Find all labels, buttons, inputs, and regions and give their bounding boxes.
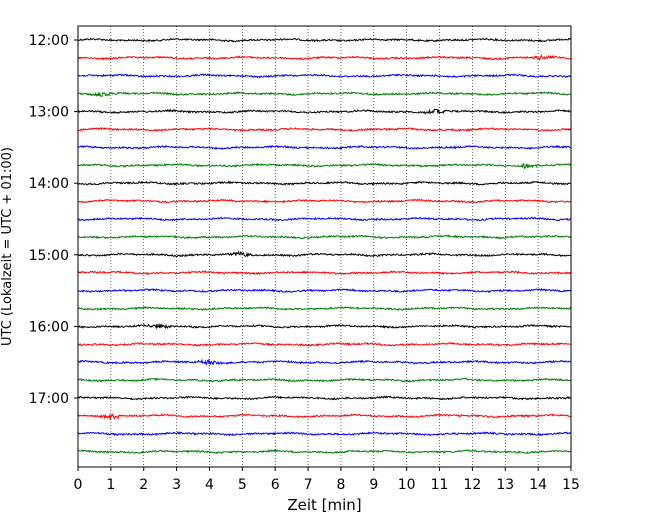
x-tick-label: 0 xyxy=(74,477,83,493)
x-axis-ticks: 0 1 2 3 4 5 6 7 8 9 10 11 12 13 14 15 xyxy=(74,467,580,493)
x-axis-label: Zeit [min] xyxy=(287,496,361,514)
y-tick-label: 17:00 xyxy=(29,391,69,407)
trace-1430 xyxy=(77,216,572,222)
x-tick-label: 11 xyxy=(431,477,449,493)
x-tick-label: 10 xyxy=(398,477,416,493)
trace-1645 xyxy=(77,377,572,383)
trace-1445 xyxy=(77,234,572,240)
trace-1315 xyxy=(77,127,572,133)
x-tick-label: 9 xyxy=(369,477,378,493)
trace-1300 xyxy=(77,108,572,115)
x-tick-label: 6 xyxy=(271,477,280,493)
trace-1700 xyxy=(77,395,572,401)
x-tick-label: 12 xyxy=(463,477,481,493)
x-tick-label: 15 xyxy=(562,477,580,493)
y-tick-label: 13:00 xyxy=(29,105,69,121)
x-tick-label: 7 xyxy=(304,477,313,493)
x-tick-label: 1 xyxy=(106,477,115,493)
trace-1545 xyxy=(77,306,572,311)
trace-1745 xyxy=(77,448,572,455)
trace-1415 xyxy=(77,198,572,204)
trace-1400 xyxy=(77,180,572,186)
trace-1500 xyxy=(77,250,572,258)
x-tick-label: 5 xyxy=(238,477,247,493)
trace-1600 xyxy=(77,322,572,330)
trace-1230 xyxy=(77,73,572,79)
x-tick-label: 4 xyxy=(205,477,214,493)
y-tick-label: 16:00 xyxy=(29,319,69,335)
x-tick-label: 13 xyxy=(496,477,514,493)
trace-1345 xyxy=(77,162,572,169)
trace-1215 xyxy=(77,53,572,61)
trace-1245 xyxy=(77,91,572,98)
trace-1715 xyxy=(77,413,572,420)
y-axis-label: UTC (Lokalzeit = UTC + 01:00) xyxy=(0,147,15,346)
y-tick-label: 12:00 xyxy=(29,33,69,49)
plot-frame xyxy=(77,25,572,468)
trace-1330 xyxy=(77,144,572,150)
trace-1200 xyxy=(77,37,572,43)
x-tick-label: 14 xyxy=(529,477,547,493)
y-axis-ticks: 12:00 13:00 14:00 15:00 16:00 17:00 xyxy=(29,33,78,407)
trace-1515 xyxy=(77,270,572,276)
x-tick-label: 2 xyxy=(139,477,148,493)
trace-1530 xyxy=(77,287,572,294)
trace-series xyxy=(77,37,572,455)
x-tick-label: 3 xyxy=(172,477,181,493)
trace-1730 xyxy=(77,431,572,437)
trace-1615 xyxy=(77,341,572,347)
trace-1630 xyxy=(77,358,572,366)
x-tick-label: 8 xyxy=(336,477,345,493)
y-tick-label: 15:00 xyxy=(29,248,69,264)
grid-lines xyxy=(110,26,539,467)
y-tick-label: 14:00 xyxy=(29,176,69,192)
